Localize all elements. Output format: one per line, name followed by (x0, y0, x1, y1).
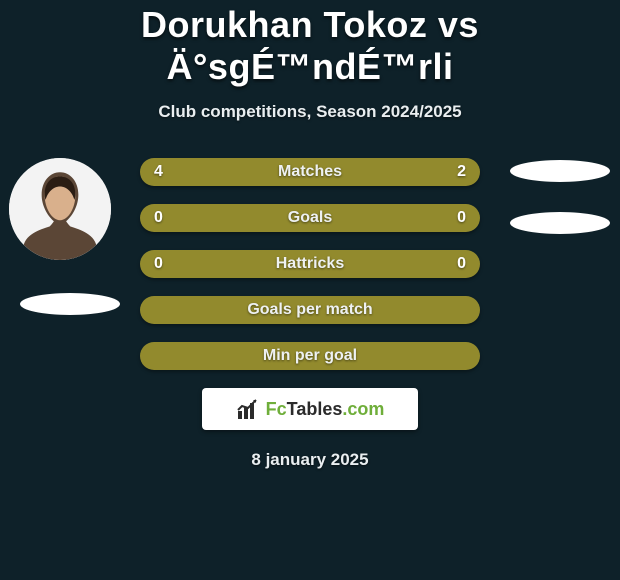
stat-bars: 4 Matches 2 0 Goals 0 0 Hattricks 0 Goal… (140, 158, 480, 388)
brand-prefix: Fc (266, 399, 287, 419)
player2-name-ellipse (510, 212, 610, 234)
stat-bar-matches: 4 Matches 2 (140, 158, 480, 186)
player1-avatar (9, 158, 111, 260)
stat-label: Goals per match (247, 301, 372, 319)
stat-right-value: 0 (457, 209, 466, 227)
stat-label: Goals (288, 209, 332, 227)
comparison-subtitle: Club competitions, Season 2024/2025 (0, 102, 620, 122)
stat-bar-hattricks: 0 Hattricks 0 (140, 250, 480, 278)
snapshot-date: 8 january 2025 (251, 450, 368, 470)
stat-label: Matches (278, 163, 342, 181)
bar-chart-icon (236, 397, 260, 421)
brand-domain: .com (342, 399, 384, 419)
brand-suffix: Tables (287, 399, 343, 419)
stat-label: Min per goal (263, 347, 357, 365)
brand-text: FcTables.com (266, 399, 385, 420)
stat-left-value: 0 (154, 255, 163, 273)
stat-right-value: 2 (457, 163, 466, 181)
stat-bar-min-per-goal: Min per goal (140, 342, 480, 370)
comparison-title: Dorukhan Tokoz vs Ä°sgÉ™ndÉ™rli (0, 0, 620, 88)
stat-left-value: 4 (154, 163, 163, 181)
brand-badge: FcTables.com (202, 388, 418, 430)
stat-bar-goals-per-match: Goals per match (140, 296, 480, 324)
player1-name-ellipse (20, 293, 120, 315)
stat-right-value: 0 (457, 255, 466, 273)
stat-bar-goals: 0 Goals 0 (140, 204, 480, 232)
person-icon (9, 158, 111, 260)
stat-label: Hattricks (276, 255, 344, 273)
player2-avatar-ellipse (510, 160, 610, 182)
stat-left-value: 0 (154, 209, 163, 227)
